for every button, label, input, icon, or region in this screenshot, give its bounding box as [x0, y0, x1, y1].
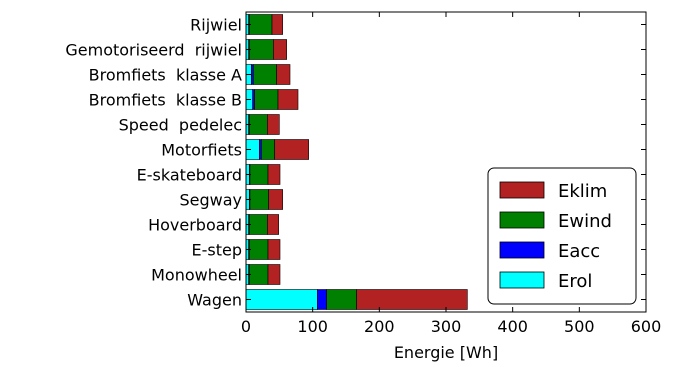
category-label-bromfiets-klasse-b: Bromfiets klasse B: [89, 91, 242, 110]
bar-eklim-gemotoriseerd-rijwiel: [273, 39, 287, 60]
bar-erol-wagen: [245, 289, 318, 310]
legend-label-eacc: Eacc: [558, 241, 600, 262]
x-tick-label: 300: [431, 317, 462, 336]
category-label-segway: Segway: [179, 191, 242, 210]
bar-eklim-e-step: [267, 239, 281, 260]
bar-ewind-speed-pedelec: [249, 114, 268, 135]
legend-swatch-eklim: [499, 181, 545, 199]
bar-ewind-motorfiets: [261, 139, 275, 160]
x-axis-title: Energie [Wh]: [394, 343, 498, 362]
tick-layer: 0 100 200 300 400 500 600: [241, 12, 661, 336]
legend-swatch-eacc: [499, 241, 545, 259]
bar-eacc-bromfiets-klasse-a: [251, 64, 254, 85]
category-label-hoverboard: Hoverboard: [148, 216, 242, 235]
x-tick-label: 0: [241, 317, 251, 336]
x-tick-label: 200: [364, 317, 395, 336]
bar-ewind-monowheel: [249, 264, 269, 285]
x-tick-label: 500: [564, 317, 595, 336]
category-label-speed-pedelec: Speed pedelec: [119, 116, 242, 135]
legend-swatch-ewind: [499, 211, 545, 229]
bar-eklim-speed-pedelec: [267, 114, 280, 135]
x-tick-label: 400: [497, 317, 528, 336]
bar-ewind-segway: [249, 189, 269, 210]
bar-eacc-bromfiets-klasse-b: [252, 89, 255, 110]
category-label-e-step: E-step: [192, 241, 243, 260]
legend-label-eklim: Eklim: [558, 181, 607, 202]
x-tick-label: 600: [631, 317, 662, 336]
legend-swatch-erol: [499, 271, 545, 289]
bar-eklim-motorfiets: [274, 139, 309, 160]
category-label-wagen: Wagen: [187, 291, 242, 310]
bar-eklim-e-skateboard: [267, 164, 281, 185]
category-label-bromfiets-klasse-a: Bromfiets klasse A: [89, 66, 242, 85]
bar-ewind-wagen: [326, 289, 357, 310]
category-label-monowheel: Monowheel: [151, 266, 242, 285]
bar-eklim-wagen: [356, 289, 468, 310]
category-label-layer: Rijwiel Gemotoriseerd rijwiel Bromfiets kl…: [65, 16, 242, 310]
legend-frame: [487, 167, 637, 305]
legend: Eklim Ewind Eacc Erol: [487, 167, 637, 305]
bar-eacc-wagen: [317, 289, 327, 310]
category-label-motorfiets: Motorfiets: [161, 141, 242, 160]
bar-ewind-e-step: [249, 239, 269, 260]
bar-ewind-rijwiel: [249, 14, 273, 35]
legend-label-erol: Erol: [558, 271, 592, 292]
bar-ewind-e-skateboard: [249, 164, 269, 185]
category-label-e-skateboard: E-skateboard: [137, 166, 242, 185]
bar-ewind-hoverboard: [249, 214, 268, 235]
category-label-rijwiel: Rijwiel: [190, 16, 242, 35]
bar-eklim-segway: [268, 189, 283, 210]
bar-eklim-monowheel: [267, 264, 281, 285]
category-label-gemotoriseerd-rijwiel: Gemotoriseerd rijwiel: [65, 41, 242, 60]
x-tick-label: 100: [297, 317, 328, 336]
legend-label-ewind: Ewind: [558, 211, 612, 232]
bar-eklim-bromfiets-klasse-b: [277, 89, 299, 110]
bar-eklim-hoverboard: [267, 214, 279, 235]
bar-eklim-rijwiel: [271, 14, 283, 35]
bar-ewind-gemotoriseerd-rijwiel: [249, 39, 274, 60]
bars-layer: [245, 14, 468, 310]
bar-eklim-bromfiets-klasse-a: [276, 64, 291, 85]
bar-ewind-bromfiets-klasse-a: [253, 64, 277, 85]
bar-ewind-bromfiets-klasse-b: [254, 89, 279, 110]
